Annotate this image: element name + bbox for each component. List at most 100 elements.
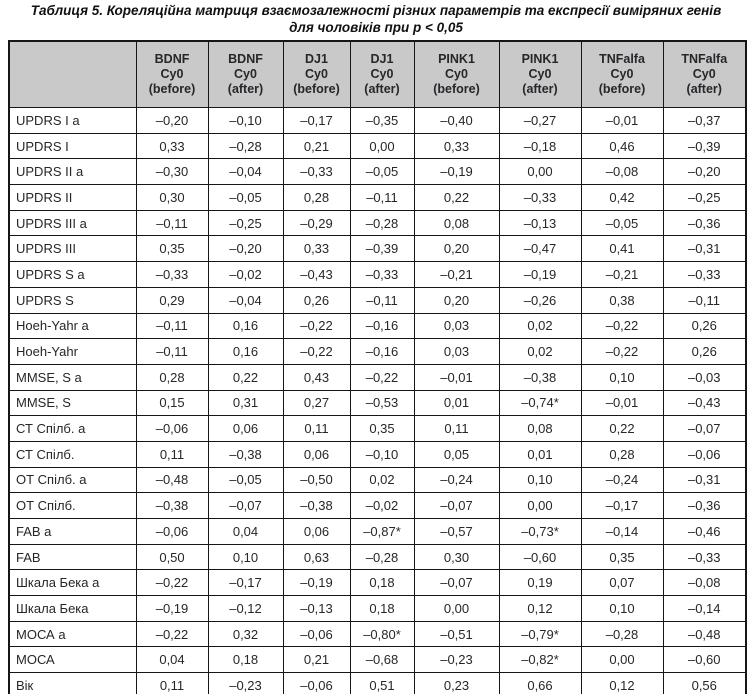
value-cell: –0,11 [135, 312, 209, 340]
value-cell: 0,28 [282, 184, 351, 211]
value-cell: 0,08 [498, 415, 582, 442]
value-cell: 0,18 [349, 569, 415, 597]
value-cell: 0,03 [413, 312, 500, 340]
row-label: Шкала Бека [8, 595, 137, 622]
value-cell: 0,10 [498, 466, 582, 494]
value-cell: –0,07 [413, 492, 500, 519]
value-cell: –0,22 [282, 338, 351, 365]
value-cell: 0,43 [282, 363, 351, 391]
value-cell: –0,07 [207, 492, 284, 519]
table-row: СТ Спілб. 0,11 –0,38 0,06 –0,10 0,05 0,01 0,28–… [8, 440, 747, 468]
value-cell: –0,22 [580, 338, 664, 365]
value-cell: 0,30 [135, 184, 209, 211]
value-cell: 0,02 [498, 338, 582, 365]
value-cell: –0,31 [662, 235, 747, 263]
value-cell: –0,22 [349, 363, 415, 391]
table-row: FAB a –0,06 0,04 0,06 –0,87* –0,57 –0,73* –0,14… [8, 518, 747, 545]
column-header-line: PINK1 [438, 52, 475, 66]
row-label: MMSE, S [8, 389, 137, 417]
value-cell: –0,82* [498, 646, 582, 674]
value-cell: 0,00 [580, 646, 664, 674]
value-cell: –0,04 [207, 286, 284, 314]
row-label: UPDRS II [8, 184, 137, 211]
value-cell: –0,17 [207, 569, 284, 597]
column-header-line: (before) [598, 82, 646, 96]
column-header-line: BDNF [228, 52, 263, 66]
value-cell: 0,32 [207, 620, 284, 648]
value-cell: 0,11 [135, 672, 209, 694]
value-cell: –0,39 [662, 132, 747, 160]
row-label: МОСА [8, 646, 137, 674]
table-row: МОСА 0,04 0,18 0,21 –0,68 –0,23 –0,82* 0,00 –0,6… [8, 646, 747, 674]
value-cell: –0,01 [580, 107, 664, 134]
value-cell: 0,11 [282, 415, 351, 442]
value-cell: –0,33 [349, 261, 415, 288]
column-header-line: (before) [293, 82, 340, 96]
column-header-line: (after) [522, 82, 558, 96]
value-cell: 0,11 [413, 415, 500, 442]
column-header-line: TNFalfa [681, 52, 728, 66]
value-cell: 0,22 [207, 363, 284, 391]
value-cell: –0,43 [662, 389, 747, 417]
value-cell: 0,28 [135, 363, 209, 391]
row-label: ОТ Спілб. [8, 492, 137, 519]
row-label: UPDRS S [8, 286, 137, 314]
value-cell: –0,05 [580, 209, 664, 237]
value-cell: –0,29 [282, 209, 351, 237]
value-cell: –0,74* [498, 389, 582, 417]
value-cell: –0,53 [349, 389, 415, 417]
value-cell: 0,00 [498, 492, 582, 519]
value-cell: –0,07 [662, 415, 747, 442]
value-cell: –0,11 [349, 286, 415, 314]
column-header: BDNF Cy0 (after) [207, 40, 284, 108]
value-cell: –0,27 [498, 107, 582, 134]
row-label: FAB a [8, 518, 137, 545]
value-cell: –0,11 [349, 184, 415, 211]
value-cell: 0,20 [413, 235, 500, 263]
column-header: BDNF Cy0 (before) [135, 40, 209, 108]
column-header-line: (after) [364, 82, 400, 96]
value-cell: –0,38 [498, 363, 582, 391]
value-cell: –0,05 [349, 158, 415, 186]
value-cell: –0,46 [662, 518, 747, 545]
value-cell: –0,60 [662, 646, 747, 674]
value-cell: –0,22 [580, 312, 664, 340]
value-cell: –0,33 [498, 184, 582, 211]
value-cell: –0,14 [662, 595, 747, 622]
value-cell: –0,08 [662, 569, 747, 597]
value-cell: –0,30 [135, 158, 209, 186]
value-cell: 0,16 [207, 338, 284, 365]
column-header-line: TNFalfa [599, 52, 645, 66]
value-cell: –0,05 [207, 184, 284, 211]
value-cell: –0,28 [349, 209, 415, 237]
value-cell: 0,04 [207, 518, 284, 545]
table-row: MMSE, S 0,15 0,31 0,27 –0,53 0,01 –0,74* –0,01–… [8, 389, 747, 417]
column-header-line: Cy0 [234, 67, 257, 81]
value-cell: 0,10 [207, 543, 284, 571]
row-label: СТ Спілб. а [8, 415, 137, 442]
value-cell: 0,03 [413, 338, 500, 365]
value-cell: –0,28 [580, 620, 664, 648]
page-title-line1: Таблиця 5. Кореляційна матриця взаємозал… [30, 3, 722, 18]
value-cell: –0,50 [282, 466, 351, 494]
row-label: MMSE, S a [8, 363, 137, 391]
value-cell: –0,33 [282, 158, 351, 186]
value-cell: –0,06 [662, 440, 747, 468]
value-cell: 0,22 [580, 415, 664, 442]
value-cell: 0,06 [207, 415, 284, 442]
row-label: Hoeh-Yahr [8, 338, 137, 365]
value-cell: 0,07 [580, 569, 664, 597]
value-cell: –0,10 [207, 107, 284, 134]
value-cell: –0,79* [498, 620, 582, 648]
table-row: UPDRS S 0,29 –0,04 0,26 –0,11 0,20 –0,26 0,38 –0… [8, 286, 747, 314]
table-row: UPDRS I 0,33 –0,28 0,21 0,00 0,33 –0,18 0,46 –0,… [8, 132, 747, 160]
table-row: Hoeh-Yahr –0,11 0,16 –0,22 –0,16 0,03 0,02 –0,2… [8, 338, 747, 365]
column-header-line: Cy0 [370, 67, 394, 81]
row-label: UPDRS S a [8, 261, 137, 288]
value-cell: –0,06 [135, 415, 209, 442]
table-body: UPDRS I a –0,20 –0,10 –0,17 –0,35 –0,40 –0,27–… [8, 107, 747, 694]
value-cell: –0,23 [413, 646, 500, 674]
value-cell: 0,23 [413, 672, 500, 694]
row-label: UPDRS I [8, 132, 137, 160]
value-cell: –0,80* [349, 620, 415, 648]
